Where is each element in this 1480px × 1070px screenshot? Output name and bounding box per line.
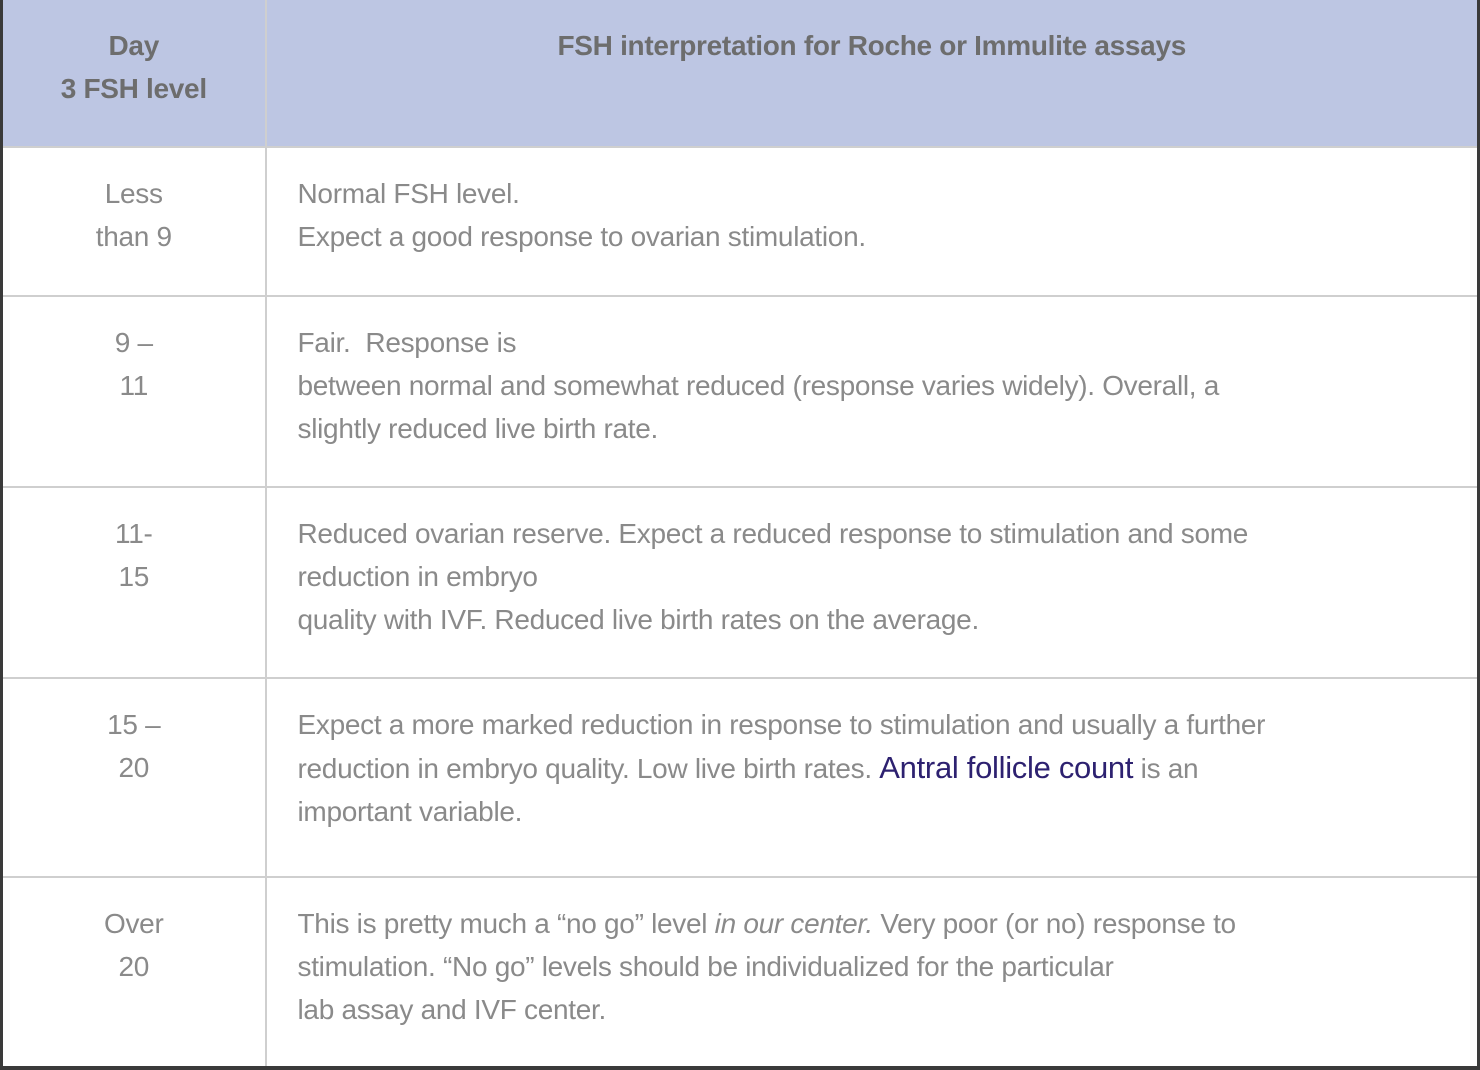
fsh-level-line: 20 [118, 950, 150, 982]
table-row: Over 20 This is pretty much a “no go” leve… [1, 875, 1479, 1068]
interpretation-line: quality with IVF. Reduced live birth rat… [298, 598, 1468, 641]
text-segment: quality with IVF. Reduced live birth rat… [297, 603, 980, 635]
text-segment: lab assay and IVF center. [297, 993, 607, 1025]
text-segment: important variable. [297, 796, 523, 828]
italic-text: in our center. [714, 907, 873, 939]
interpretation-cell: Fair. Response is between normal and some… [265, 295, 1479, 487]
interpretation-line: important variable. [298, 790, 1468, 833]
fsh-level-cell: 11- 15 [1, 485, 267, 679]
fsh-level-line: than 9 [95, 221, 172, 252]
interpretation-line: Expect a good response to ovarian stimul… [298, 215, 1468, 258]
table-body: Less than 9 Normal FSH level. Expect a good… [1, 145, 1479, 1068]
interpretation-line: Expect a more marked reduction in respon… [298, 703, 1468, 746]
text-segment: reduction in embryo [297, 560, 539, 592]
header-line: Day [108, 30, 160, 61]
fsh-level-line: 11- [115, 517, 153, 549]
text-segment: Expect a good response to ovarian stimul… [297, 221, 867, 252]
text-segment: stimulation. “No go” levels should be in… [297, 950, 1114, 982]
interpretation-cell: This is pretty much a “no go” level in o… [265, 875, 1479, 1068]
fsh-level-line: 15 – [107, 709, 161, 741]
fsh-level-line: 11 [119, 370, 149, 402]
text-segment: between normal and somewhat reduced (res… [297, 370, 1220, 402]
fsh-level-line: 20 [118, 752, 150, 784]
fsh-level-line: Less [104, 178, 163, 209]
fsh-level-cell: Over 20 [1, 875, 267, 1068]
text-segment: Normal FSH level. [297, 178, 520, 209]
text-segment: is an [1133, 753, 1199, 785]
interpretation-line: slightly reduced live birth rate. [298, 407, 1468, 450]
table-row: 11- 15 Reduced ovarian reserve. Expect a r… [1, 485, 1479, 679]
text-segment: This is pretty much a “no go” level [297, 907, 715, 939]
text-segment: Very poor (or no) response to [872, 907, 1236, 939]
text-segment: Expect a more marked reduction in respon… [297, 709, 1266, 741]
interpretation-line: lab assay and IVF center. [298, 988, 1468, 1031]
fsh-level-line: 9 – [114, 327, 153, 359]
fsh-level-line: Over [104, 907, 164, 939]
antral-follicle-count-link[interactable]: Antral follicle count [879, 750, 1134, 786]
table-row: Less than 9 Normal FSH level. Expect a good… [1, 145, 1479, 297]
interpretation-line: reduction in embryo quality. Low live bi… [298, 746, 1468, 790]
interpretation-cell: Reduced ovarian reserve. Expect a reduce… [265, 485, 1479, 679]
fsh-level-cell: Less than 9 [1, 145, 267, 297]
interpretation-line: Normal FSH level. [298, 172, 1468, 215]
table-row: 9 –11 Fair. Response is between normal and… [1, 295, 1479, 487]
interpretation-line: Reduced ovarian reserve. Expect a reduce… [298, 512, 1468, 555]
header-interpretation: FSH interpretation for Roche or Immulite… [265, 0, 1479, 147]
interpretation-cell: Expect a more marked reduction in respon… [265, 677, 1479, 877]
interpretation-line: between normal and somewhat reduced (res… [298, 364, 1468, 407]
interpretation-line: reduction in embryo [298, 555, 1468, 598]
text-segment: slightly reduced live birth rate. [297, 413, 659, 445]
header-day3-fsh-level: Day 3 FSH level [1, 0, 267, 147]
header-row: Day 3 FSH level FSH interpretation for R… [1, 0, 1479, 147]
text-segment: Fair. Response is [297, 327, 517, 359]
interpretation-line: Fair. Response is [298, 321, 1468, 364]
interpretation-line: This is pretty much a “no go” level in o… [298, 902, 1468, 945]
fsh-level-cell: 9 –11 [1, 295, 267, 487]
interpretation-line: stimulation. “No go” levels should be in… [298, 945, 1468, 988]
table-row: 15 – 20 Expect a more marked reduction in … [1, 677, 1479, 877]
header-line: 3 FSH level [60, 73, 207, 104]
text-segment: reduction in embryo quality. Low live bi… [297, 753, 880, 785]
fsh-level-cell: 15 – 20 [1, 677, 267, 877]
text-segment: Reduced ovarian reserve. Expect a reduce… [297, 517, 1249, 549]
fsh-level-line: 15 [118, 560, 150, 592]
interpretation-cell: Normal FSH level. Expect a good response … [265, 145, 1479, 297]
